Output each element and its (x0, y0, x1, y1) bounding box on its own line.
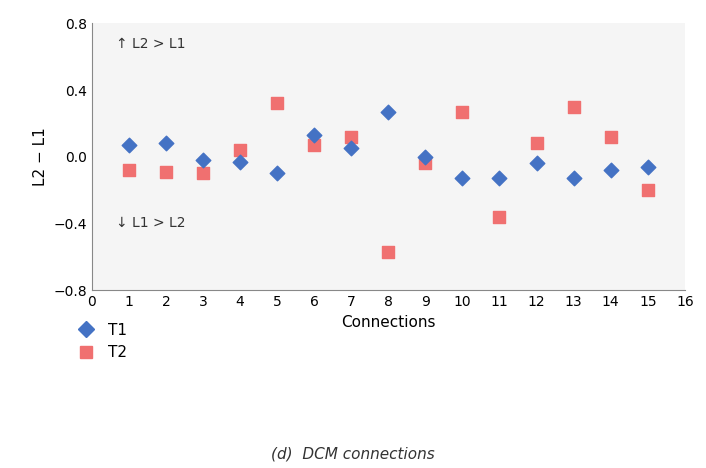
T1 (642, 163, 653, 170)
T1 (197, 156, 209, 164)
T2 (234, 146, 246, 154)
T2 (494, 213, 505, 220)
X-axis label: Connections: Connections (341, 314, 436, 329)
T1 (457, 175, 468, 182)
T1 (531, 160, 542, 167)
Text: (d)  DCM connections: (d) DCM connections (271, 446, 435, 461)
T2 (309, 141, 320, 149)
T1 (272, 170, 283, 177)
T2 (383, 248, 394, 256)
T1 (346, 145, 357, 152)
Text: ↑ L2 > L1: ↑ L2 > L1 (116, 37, 185, 51)
T2 (531, 139, 542, 147)
T1 (309, 132, 320, 139)
T2 (457, 108, 468, 116)
T2 (605, 133, 616, 140)
T1 (568, 175, 579, 182)
T2 (346, 133, 357, 140)
Legend: T1, T2: T1, T2 (64, 316, 133, 366)
T2 (642, 186, 653, 194)
T1 (160, 139, 172, 147)
Text: ↓ L1 > L2: ↓ L1 > L2 (116, 215, 185, 229)
T2 (123, 166, 134, 174)
Y-axis label: L2 − L1: L2 − L1 (32, 127, 48, 186)
T1 (419, 153, 431, 161)
T2 (160, 168, 172, 176)
T1 (383, 108, 394, 116)
T2 (568, 103, 579, 110)
T2 (272, 100, 283, 107)
T2 (197, 170, 209, 177)
T1 (605, 166, 616, 174)
T1 (234, 158, 246, 166)
T1 (494, 175, 505, 182)
T2 (419, 160, 431, 167)
T1 (123, 141, 134, 149)
